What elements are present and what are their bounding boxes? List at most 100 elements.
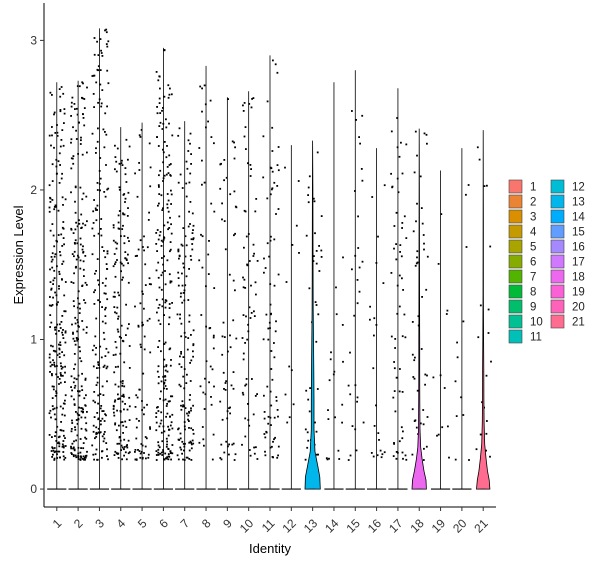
data-point [165,365,168,368]
data-point [361,260,364,263]
data-point [60,367,63,370]
data-point [169,450,172,453]
data-point [485,449,487,452]
data-point [180,352,182,355]
data-point [204,393,207,396]
data-point [84,458,86,461]
data-point [393,442,395,444]
data-point [71,389,73,392]
data-point [180,404,182,407]
data-point [188,420,190,422]
data-point [64,399,66,402]
data-point [295,224,298,227]
data-point [59,95,62,98]
data-point [486,184,488,187]
data-point [233,459,236,461]
data-point [75,258,78,261]
data-point [161,454,164,456]
data-point [277,146,280,148]
data-point [190,409,192,412]
data-point [117,291,120,294]
data-point [78,121,80,124]
data-point [403,313,406,316]
data-point [61,374,64,377]
data-point [83,98,86,100]
data-point [49,229,52,232]
data-point [51,345,54,348]
data-point [219,400,222,403]
data-point [116,442,119,445]
data-point [168,316,171,319]
data-point [232,371,235,373]
data-point [127,207,129,209]
data-point [276,456,279,459]
data-point [116,306,119,309]
data-point [188,449,191,452]
data-point [72,455,75,458]
data-point [404,454,407,457]
data-point [416,202,418,205]
legend-item-13: 13 [550,194,585,209]
data-point [268,255,270,258]
data-point [61,263,64,265]
data-point [413,359,416,362]
data-point [401,227,403,229]
legend-swatch [508,329,523,344]
data-point [76,113,79,116]
data-point [81,198,84,201]
data-point [164,306,167,309]
data-point [273,342,275,344]
data-point [123,235,126,237]
data-point [400,426,403,429]
data-point [318,270,321,272]
data-point [74,384,77,387]
data-point [184,336,187,338]
data-point [96,258,99,260]
data-point [81,458,84,460]
data-point [179,385,182,388]
data-point [163,141,166,143]
data-point [157,454,160,456]
data-point [320,249,323,252]
data-point [305,234,308,237]
data-point [107,458,109,461]
data-point [163,314,165,316]
data-point [70,430,73,433]
data-point [105,277,107,280]
data-point [61,315,64,317]
data-point [73,353,76,355]
data-point [266,385,269,388]
legend-label: 15 [572,227,585,239]
violin-8 [196,65,216,490]
data-point [163,95,166,98]
data-point [171,395,174,398]
data-point [390,272,393,274]
data-point [170,458,172,461]
data-point [164,385,167,387]
data-point [161,109,163,112]
data-point [157,376,160,378]
data-point [95,347,97,349]
data-point [51,447,54,450]
data-point [213,210,216,213]
data-point [376,454,379,457]
data-point [158,186,160,188]
legend-swatch [508,269,523,284]
data-point [179,355,181,358]
data-point [242,352,245,355]
data-point [51,134,53,137]
legend-label: 5 [530,242,536,254]
data-point [326,458,329,461]
data-point [166,145,168,147]
data-point [114,311,116,314]
data-point [465,246,468,248]
data-point [76,242,79,245]
data-point [73,340,76,342]
data-point [57,450,59,453]
data-point [243,246,245,249]
data-point [167,458,170,461]
data-point [115,429,118,432]
data-point [188,210,190,213]
data-point [52,449,55,452]
